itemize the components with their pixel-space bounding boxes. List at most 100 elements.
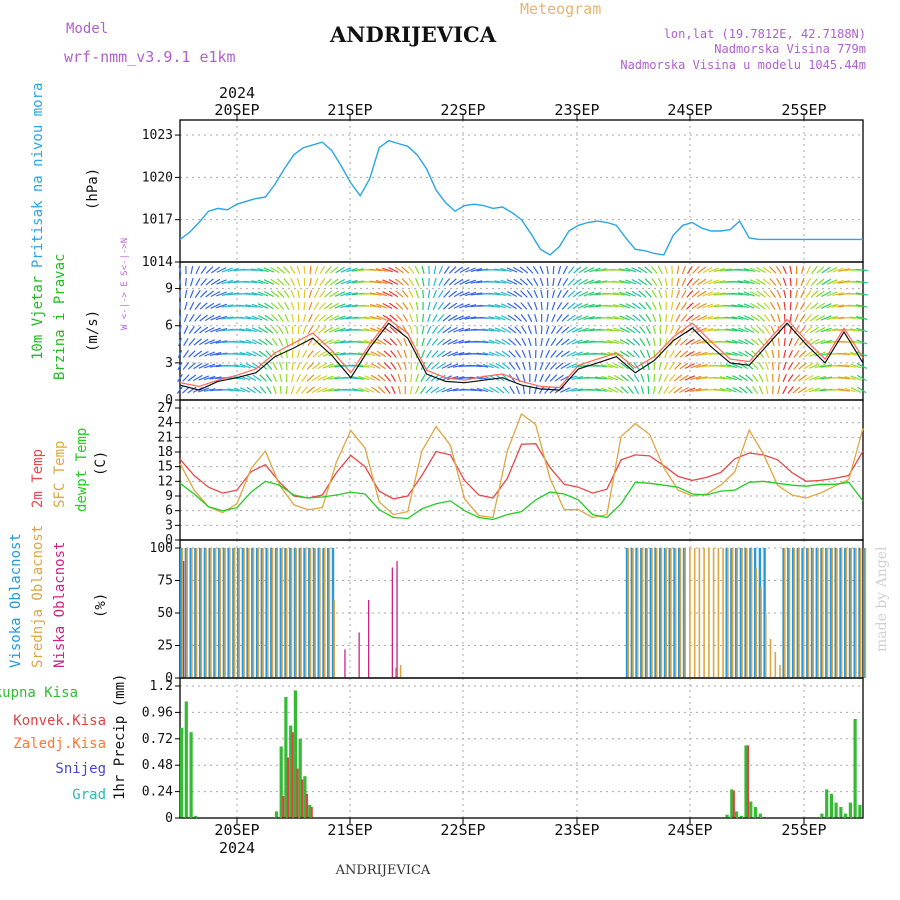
- wind-barb: [528, 361, 531, 371]
- cloud-bar: [229, 548, 231, 678]
- cloud-bar: [331, 548, 335, 678]
- cloud-bar: [769, 639, 772, 678]
- wind-barb: [363, 304, 376, 308]
- wind-barb: [744, 326, 755, 334]
- wind-barb: [476, 387, 489, 393]
- wind-barb: [488, 292, 501, 296]
- wind-barb: [762, 266, 772, 274]
- cloud-bar: [831, 548, 833, 678]
- cloud-bar: [236, 548, 240, 678]
- wind-barb: [601, 387, 613, 393]
- wind-barb: [850, 363, 862, 369]
- wind-barb: [270, 266, 280, 274]
- wind-barb: [403, 349, 408, 359]
- wind-barb: [674, 338, 682, 346]
- wind-barb: [696, 351, 708, 357]
- wind-barb: [685, 350, 695, 358]
- pressure-unit: (hPa): [85, 168, 101, 210]
- wind-barb: [421, 337, 425, 347]
- wind-barb: [696, 315, 707, 321]
- wind-barb: [589, 292, 601, 296]
- wind-barb: [595, 388, 607, 392]
- wind-barb: [188, 350, 196, 358]
- wind-barb: [227, 268, 240, 272]
- wind-barb: [732, 375, 743, 381]
- wind-barb: [552, 265, 555, 275]
- wind-barb: [284, 325, 289, 335]
- cloud-bar: [649, 548, 652, 678]
- cloud-bar: [322, 548, 325, 678]
- wind-barb: [314, 265, 319, 275]
- cloud-bar: [840, 548, 843, 678]
- wind-barb: [422, 313, 425, 323]
- y-tick-label: 6: [165, 504, 173, 519]
- wind-barb: [271, 314, 279, 322]
- wind-barb: [388, 302, 398, 310]
- wind-barb: [252, 350, 262, 358]
- wind-barb: [470, 388, 483, 392]
- wind-barb: [540, 349, 544, 359]
- wind-barb: [376, 338, 387, 346]
- wind-barb: [792, 374, 801, 382]
- wind-barb: [844, 352, 856, 356]
- wind-barb: [794, 301, 799, 311]
- wind-barb: [376, 315, 387, 321]
- wind-barb: [645, 302, 652, 310]
- wind-barb: [259, 386, 267, 394]
- wind-barb: [291, 313, 295, 323]
- wind-barb: [296, 265, 301, 275]
- wind-barb: [221, 304, 234, 308]
- wind-barb: [651, 289, 658, 299]
- wind-barb: [696, 302, 707, 310]
- wind-barb: [631, 302, 642, 310]
- precip-bar: [308, 804, 312, 818]
- wind-barb: [358, 375, 370, 381]
- temp2m-label: 2m Temp: [30, 449, 46, 508]
- wind-barb: [452, 364, 465, 368]
- wind-barb: [787, 361, 794, 371]
- wind-barb: [216, 291, 227, 297]
- wind-barb: [631, 278, 642, 286]
- wind-barb: [430, 362, 439, 370]
- coords: lon,lat (19.7812E, 42.7188N): [664, 27, 866, 41]
- wind-barb: [178, 325, 182, 335]
- cloud-bar: [684, 548, 686, 678]
- wind-barb: [239, 363, 251, 369]
- cloud-high-label: Visoka Oblacnost: [8, 533, 24, 668]
- wind-barb: [500, 279, 512, 285]
- y-tick-label: 1014: [142, 255, 173, 270]
- wind-barb: [277, 290, 285, 298]
- wind-barb: [375, 279, 388, 285]
- wind-barb: [317, 362, 328, 370]
- wind-barb: [306, 386, 315, 394]
- wind-barb: [210, 278, 221, 286]
- wind-barb: [328, 363, 340, 369]
- wind-unit: (m/s): [85, 310, 101, 352]
- wind-barb: [625, 291, 636, 297]
- wind-barb: [488, 351, 500, 357]
- wind-barb: [465, 267, 476, 273]
- wind-barb: [763, 290, 771, 298]
- wind-barb: [189, 301, 195, 311]
- wind-barb: [300, 386, 309, 394]
- wind-barb: [783, 337, 786, 347]
- wind-barb: [646, 337, 651, 347]
- wind-barb: [855, 292, 868, 296]
- cloud-bar: [632, 548, 634, 678]
- wind-barb: [346, 267, 358, 273]
- cloud-bar: [317, 548, 320, 678]
- wind-barb: [210, 327, 222, 333]
- wind-barb: [533, 289, 539, 299]
- wind-barb: [552, 277, 555, 287]
- wind-barb: [500, 291, 512, 297]
- wind-barb: [183, 325, 189, 335]
- wind-barb: [501, 326, 511, 334]
- wind-barb: [458, 315, 471, 321]
- wind-barb: [409, 313, 414, 323]
- wind-barb: [653, 373, 656, 383]
- wind-barb: [447, 351, 459, 357]
- wind-barb: [265, 374, 272, 382]
- wind-barb: [534, 325, 537, 335]
- wind-barb: [402, 313, 409, 323]
- wind-barb: [189, 289, 195, 299]
